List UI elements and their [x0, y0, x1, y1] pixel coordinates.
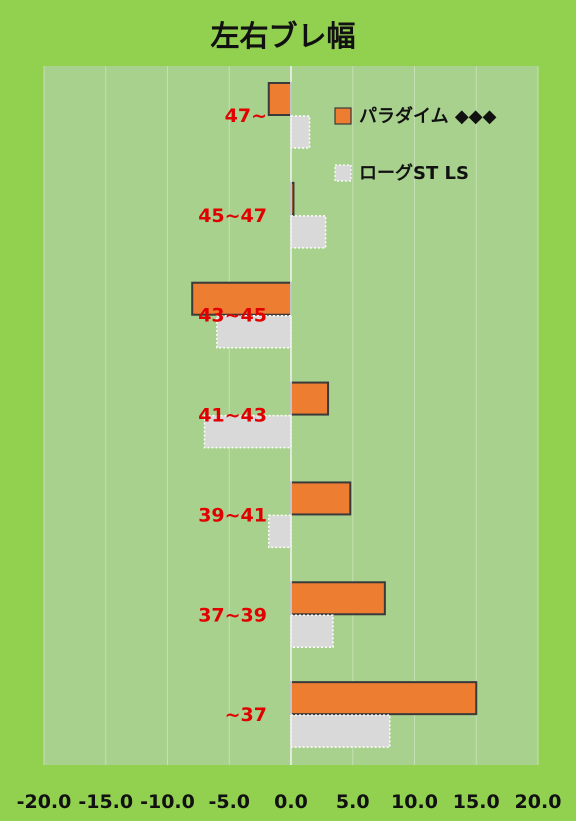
bar-rogue — [216, 314, 292, 349]
x-tick-label: 10.0 — [391, 791, 438, 813]
category-label: ~37 — [225, 704, 267, 726]
bar-paradigm — [290, 581, 386, 616]
category-label: 43~45 — [198, 305, 267, 327]
bar-paradigm — [191, 281, 292, 316]
x-tick-labels: -20.0 -15.0 -10.0 -5.0 0.0 5.0 10.0 15.0 20.0 — [17, 791, 562, 813]
bar-rogue — [203, 414, 292, 449]
category-label: 37~39 — [198, 604, 267, 626]
bar-paradigm — [267, 82, 292, 116]
gridlines — [43, 66, 539, 765]
x-tick-label: 15.0 — [453, 791, 500, 813]
bar-paradigm — [290, 381, 330, 416]
legend: パラダイム ◆◆◆ ローグST LS — [334, 105, 497, 184]
category-label: 41~43 — [198, 405, 267, 427]
bar-rogue — [268, 514, 292, 549]
x-tick-label: -15.0 — [78, 791, 133, 813]
legend-label-rogue: ローグST LS — [359, 162, 469, 184]
x-tick-label: 20.0 — [515, 791, 562, 813]
legend-swatch-rogue — [334, 164, 352, 182]
bars — [191, 82, 478, 748]
legend-swatch-paradigm — [334, 107, 352, 125]
category-label: 45~47 — [198, 205, 267, 227]
category-label: 39~41 — [198, 504, 267, 526]
x-tick-label: -10.0 — [140, 791, 195, 813]
legend-label-paradigm: パラダイム ◆◆◆ — [359, 105, 497, 127]
x-tick-label: -5.0 — [208, 791, 250, 813]
category-label: 47~ — [225, 105, 267, 127]
bar-rogue — [290, 115, 311, 149]
x-tick-label: 0.0 — [274, 791, 308, 813]
bar-paradigm — [290, 681, 478, 716]
x-tick-label: -20.0 — [17, 791, 72, 813]
bar-rogue — [290, 215, 327, 249]
bar-rogue — [290, 614, 334, 649]
chart-title: 左右ブレ幅 — [210, 19, 355, 53]
bar-rogue — [290, 714, 391, 748]
bar-paradigm — [290, 481, 352, 516]
category-labels: 47~ 45~47 43~45 41~43 39~41 37~39 ~37 — [198, 105, 267, 726]
x-tick-label: 5.0 — [336, 791, 370, 813]
